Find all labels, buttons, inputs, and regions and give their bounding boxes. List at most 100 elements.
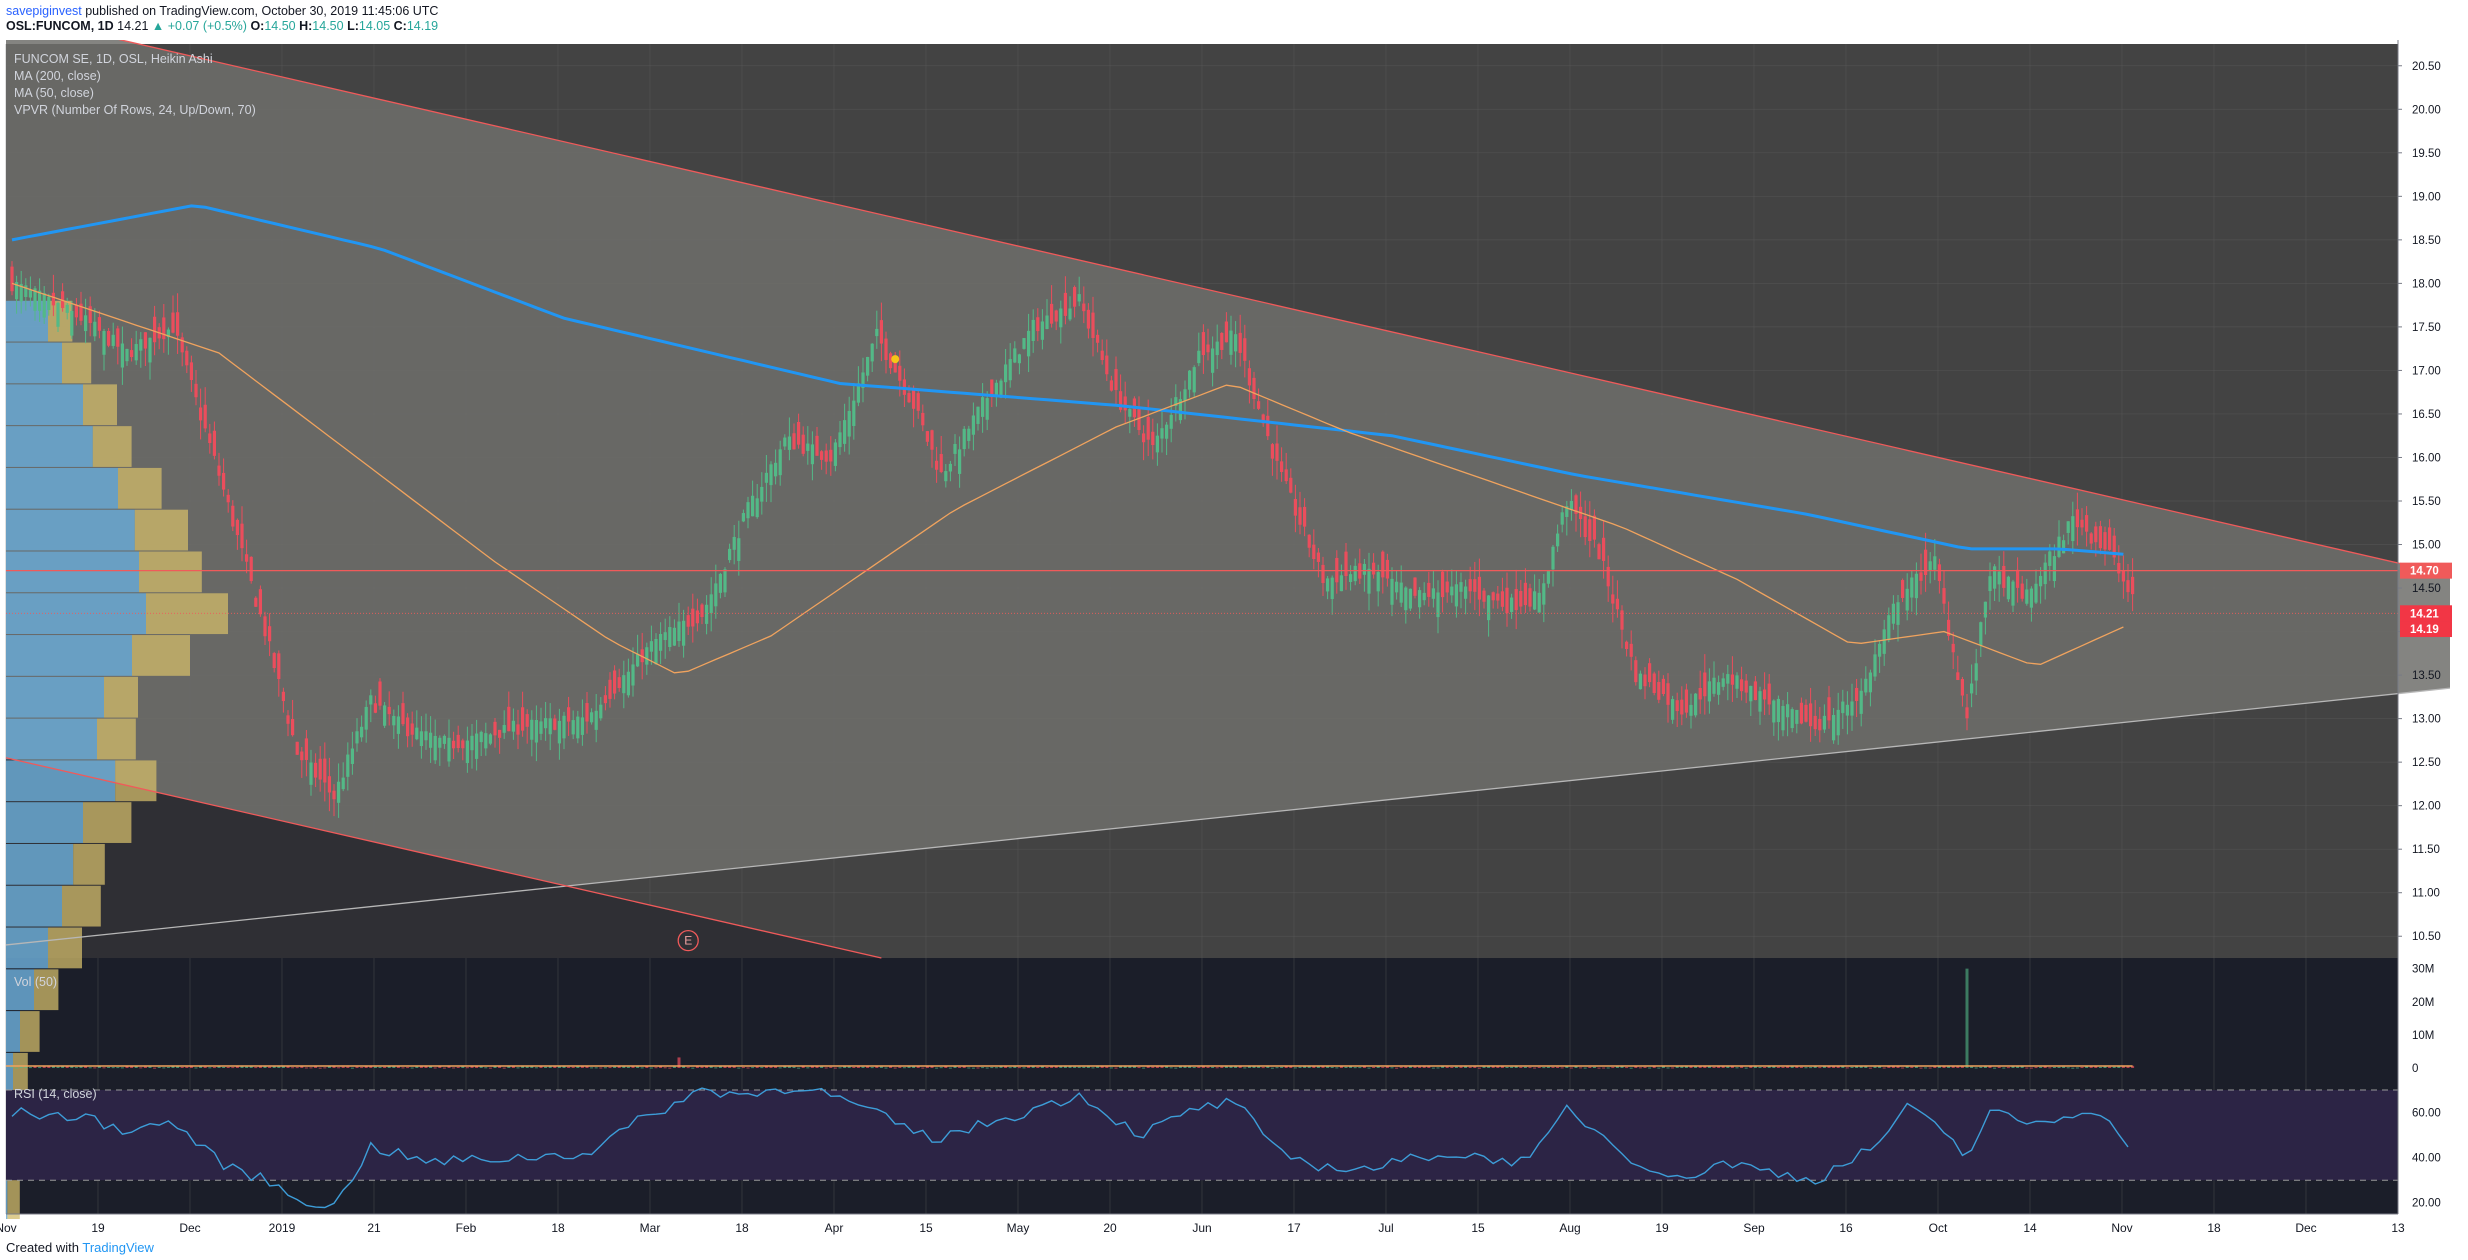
volume-bar: [1574, 1066, 1578, 1068]
candle-body: [429, 732, 433, 748]
candle-body: [534, 719, 538, 743]
legend-vpvr: VPVR (Number Of Rows, 24, Up/Down, 70): [14, 103, 256, 117]
candle-body: [1611, 594, 1615, 604]
volume-bar: [1859, 1065, 1863, 1068]
candle-body: [603, 695, 607, 704]
low-value: 14.05: [358, 19, 391, 33]
candle-body: [447, 737, 451, 762]
volume-bar: [235, 1065, 239, 1068]
candle-body: [962, 428, 966, 450]
price-tick-label: 14.50: [2412, 583, 2441, 595]
candle-body: [1533, 591, 1537, 610]
candle-body: [1827, 697, 1831, 721]
volume-bar: [1454, 1066, 1458, 1068]
candle-body: [516, 724, 520, 735]
open-value: 14.50: [264, 19, 296, 33]
volume-bar: [613, 1066, 617, 1068]
candle-body: [148, 337, 152, 363]
candle-body: [1482, 590, 1486, 602]
volume-bar: [562, 1066, 566, 1068]
volume-bar: [1073, 1066, 1077, 1068]
tradingview-logo-text[interactable]: TradingView: [82, 1240, 154, 1255]
candle-body: [1698, 687, 1702, 700]
volume-bar: [406, 1067, 410, 1069]
candle-body: [249, 556, 253, 582]
candle-body: [907, 393, 911, 403]
volume-bar: [1404, 1066, 1408, 1068]
candle-body: [199, 407, 203, 421]
volume-bar: [116, 1067, 120, 1069]
volume-bar: [594, 1067, 598, 1069]
volume-bar: [1059, 1066, 1063, 1068]
volume-bar: [208, 1067, 212, 1069]
candle-body: [2117, 563, 2121, 574]
volume-bar: [1933, 1066, 1937, 1068]
volume-bar: [277, 1065, 281, 1068]
candle-body: [2020, 583, 2024, 599]
candle-body: [1763, 689, 1767, 700]
candle-body: [479, 731, 483, 743]
volume-bar: [1464, 1066, 1468, 1068]
candle-body: [2039, 575, 2043, 587]
volume-bar: [898, 1066, 902, 1068]
candle-body: [792, 433, 796, 450]
volume-bar: [475, 1065, 479, 1068]
vp-down-bar: [97, 718, 136, 760]
volume-bar: [769, 1066, 773, 1068]
author-link[interactable]: savepiginvest: [6, 4, 82, 18]
volume-bar: [1671, 1067, 1675, 1069]
time-tick-label: 20: [1103, 1221, 1117, 1235]
chart-canvas[interactable]: E 10.50 11.00 11.50 12.00 12.50 13.00 13.50 14.…: [0, 40, 2468, 1238]
volume-bar: [1441, 1066, 1445, 1068]
candle-body: [1643, 674, 1647, 687]
candle-body: [488, 734, 492, 744]
candle-body: [1100, 350, 1104, 361]
vp-down-bar: [7, 1178, 20, 1220]
volume-bar: [2121, 1066, 2125, 1068]
volume-bar: [1983, 1065, 1987, 1068]
volume-bar: [2020, 1065, 2024, 1068]
candle-body: [893, 359, 897, 373]
candle-body: [38, 290, 42, 311]
volume-bar: [511, 1066, 515, 1068]
candle-body: [327, 776, 331, 793]
volume-bar: [622, 1065, 626, 1068]
vp-up-bar: [6, 1178, 8, 1220]
candle-body: [594, 710, 598, 730]
candle-body: [291, 718, 295, 736]
candle-body: [231, 505, 235, 527]
volume-bar: [171, 1065, 175, 1068]
volume-bar: [1988, 1065, 1992, 1068]
volume-tick-label: 20M: [2412, 997, 2434, 1009]
volume-bar: [1579, 1067, 1583, 1069]
candle-body: [944, 471, 948, 482]
candle-body: [626, 671, 630, 696]
candle-body: [1776, 698, 1780, 723]
volume-bar: [1188, 1066, 1192, 1068]
candle-body: [530, 719, 534, 740]
time-tick-label: Apr: [825, 1221, 844, 1235]
volume-bar: [935, 1067, 939, 1069]
candle-body: [815, 435, 819, 456]
candle-body: [442, 735, 446, 744]
volume-bar: [1197, 1066, 1201, 1068]
volume-bar: [1372, 1066, 1376, 1068]
candle-body: [1960, 679, 1964, 696]
candle-body: [1983, 601, 1987, 618]
volume-bar: [948, 1067, 952, 1069]
volume-bar: [456, 1066, 460, 1068]
volume-bar: [295, 1067, 299, 1069]
candle-body: [180, 337, 184, 353]
volume-bar: [544, 1066, 548, 1068]
close-value: 14.19: [406, 19, 439, 33]
candle-body: [801, 434, 805, 454]
volume-bar: [1818, 1067, 1822, 1069]
vp-up-bar: [6, 509, 135, 551]
volume-bar: [1887, 1066, 1891, 1068]
candle-body: [392, 715, 396, 726]
volume-bar: [498, 1065, 502, 1068]
legend-ma200: MA (200, close): [14, 69, 101, 83]
time-tick-label: Jun: [1192, 1221, 1211, 1235]
volume-bar: [912, 1066, 916, 1068]
candle-body: [1031, 319, 1035, 342]
